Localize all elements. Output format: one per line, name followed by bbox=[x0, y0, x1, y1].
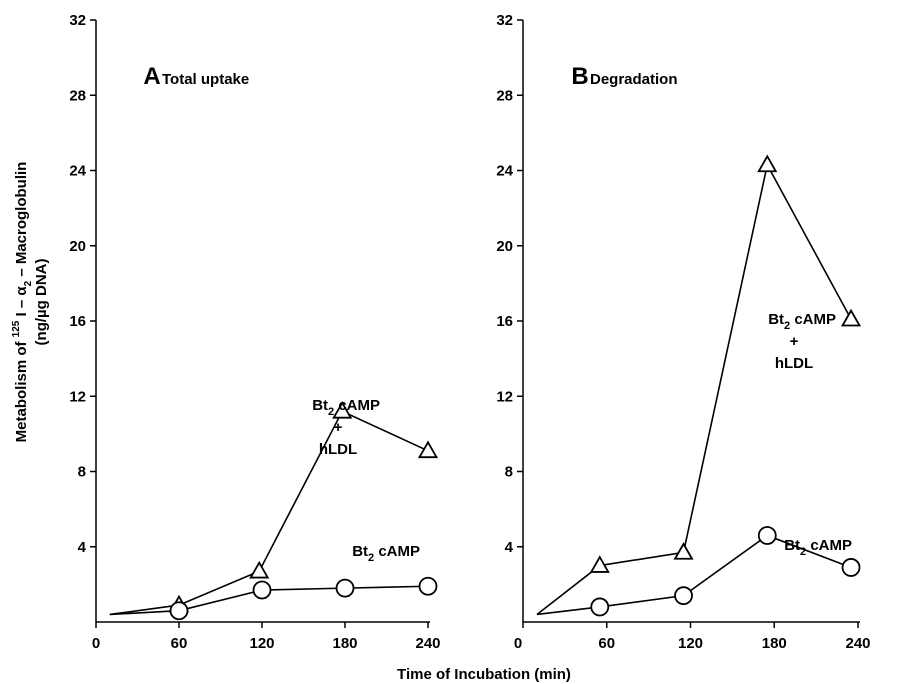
x-tick-label: 60 bbox=[598, 635, 615, 652]
y-tick-label: 28 bbox=[69, 87, 86, 104]
panel-letter: A bbox=[143, 63, 160, 90]
svg-text:Metabolism of 125 I – α2 – Mac: Metabolism of 125 I – α2 – Macroglobulin bbox=[11, 162, 34, 443]
series-label: hLDL bbox=[775, 355, 813, 372]
data-point-triangle bbox=[673, 542, 694, 560]
panel-title: Degradation bbox=[590, 71, 678, 88]
y-tick-label: 8 bbox=[78, 464, 86, 481]
y-tick-label: 28 bbox=[496, 87, 513, 104]
y-tick-label: 24 bbox=[496, 163, 513, 180]
data-point-triangle bbox=[589, 555, 610, 573]
series-label: Bt2 cAMP bbox=[312, 397, 380, 418]
y-tick-label: 20 bbox=[496, 238, 513, 255]
data-point-circle bbox=[169, 601, 189, 621]
x-tick-label: 240 bbox=[845, 635, 870, 652]
x-tick-label: 180 bbox=[332, 635, 357, 652]
series-label: Bt2 cAMP bbox=[768, 311, 836, 332]
series-label: hLDL bbox=[319, 441, 357, 458]
data-point-triangle bbox=[840, 308, 862, 327]
series-label: Bt2 cAMP bbox=[352, 543, 420, 564]
y-tick-label: 16 bbox=[69, 313, 86, 330]
data-point-circle bbox=[841, 558, 861, 577]
data-point-circle bbox=[252, 580, 272, 600]
y-tick-label: 8 bbox=[505, 464, 513, 481]
y-tick-label: 4 bbox=[505, 539, 514, 556]
series-bt2-camp-hldl: Bt2 cAMP+hLDL bbox=[536, 154, 862, 616]
data-point-circle bbox=[418, 576, 438, 596]
data-point-triangle bbox=[332, 400, 353, 419]
y-tick-label: 4 bbox=[78, 539, 87, 556]
y-tick-label: 24 bbox=[69, 163, 86, 180]
data-point-triangle bbox=[249, 560, 270, 579]
series-bt2-camp: Bt2 cAMP bbox=[536, 526, 861, 617]
svg-text:(ng/µg DNA): (ng/µg DNA) bbox=[33, 259, 50, 346]
series-bt2-camp-hldl: Bt2 cAMP+hLDL bbox=[109, 397, 439, 616]
x-tick-label: 120 bbox=[678, 635, 703, 652]
data-point-circle bbox=[757, 526, 777, 545]
series-label: + bbox=[790, 333, 799, 350]
x-tick-label: 60 bbox=[171, 635, 188, 652]
x-tick-label: 0 bbox=[514, 635, 522, 652]
y-tick-label: 12 bbox=[69, 388, 86, 405]
data-point-triangle bbox=[417, 440, 439, 459]
panel-title: Total uptake bbox=[162, 71, 249, 88]
x-axis-title: Time of Incubation (min) bbox=[397, 666, 571, 683]
y-axis-title: Metabolism of 125 I – α2 – Macroglobulin… bbox=[11, 162, 50, 443]
y-tick-label: 20 bbox=[69, 238, 86, 255]
y-tick-label: 32 bbox=[69, 12, 86, 29]
panel-letter: B bbox=[571, 63, 588, 90]
data-point-circle bbox=[674, 586, 693, 606]
data-point-circle bbox=[590, 597, 610, 617]
series-bt2-camp: Bt2 cAMP bbox=[109, 543, 438, 621]
panel-a: 4 8 12 16 20 24 28 32 0 60 120 180 240 A Total uptake B… bbox=[69, 12, 440, 652]
y-tick-label: 32 bbox=[496, 12, 513, 29]
x-tick-label: 180 bbox=[762, 635, 787, 652]
data-point-triangle bbox=[757, 154, 778, 173]
series-label: + bbox=[334, 419, 343, 436]
data-point-circle bbox=[335, 578, 355, 598]
x-tick-label: 120 bbox=[249, 635, 274, 652]
panel-b: 4 8 12 16 20 24 28 32 0 60 120 180 240 B Degradation Bt… bbox=[496, 12, 870, 652]
series-label: Bt2 cAMP bbox=[784, 537, 852, 558]
x-tick-label: 240 bbox=[415, 635, 440, 652]
y-tick-label: 16 bbox=[496, 313, 513, 330]
y-tick-label: 12 bbox=[496, 388, 513, 405]
x-tick-label: 0 bbox=[92, 635, 100, 652]
